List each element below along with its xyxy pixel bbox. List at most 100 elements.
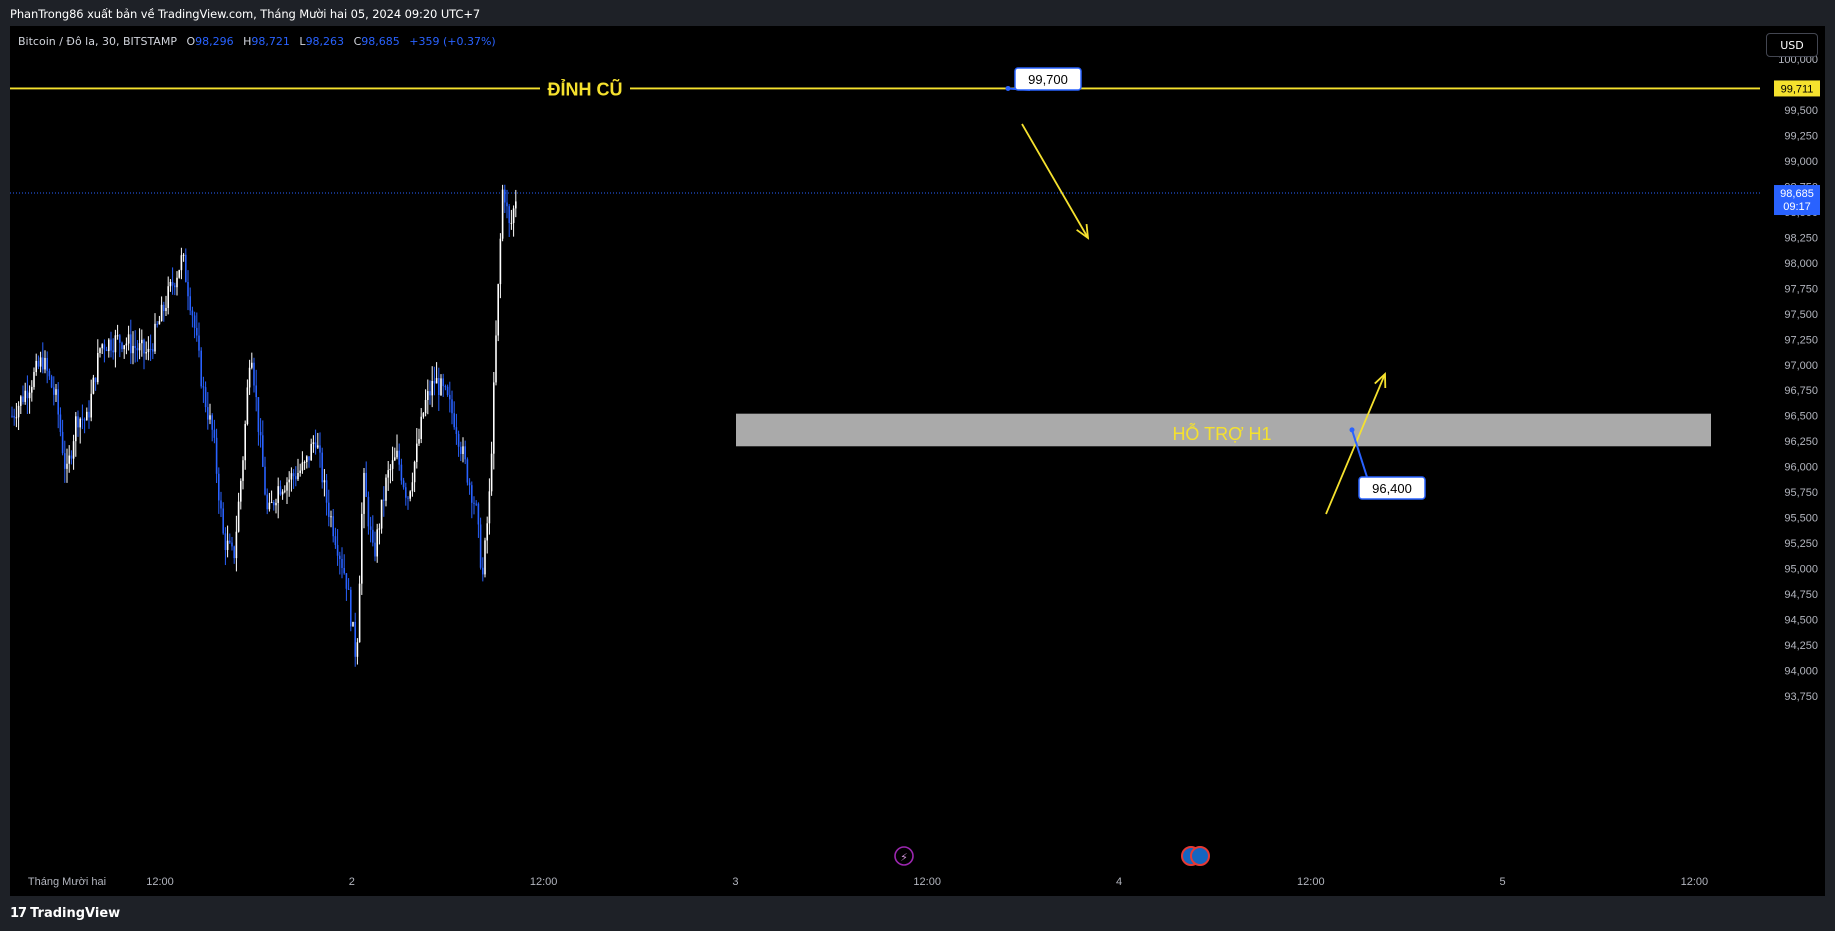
- candle-body: [185, 254, 187, 283]
- candle: [266, 488, 268, 515]
- candle: [92, 374, 95, 395]
- candle-body: [31, 386, 33, 393]
- candle-body: [264, 466, 266, 495]
- candle: [312, 435, 315, 453]
- price-tick-label: 94,250: [1784, 640, 1818, 652]
- tradingview-logo[interactable]: 𝟭𝟳 TradingView: [10, 903, 120, 925]
- candle: [420, 408, 422, 444]
- candle-body: [270, 502, 273, 504]
- price-tick-label: 94,750: [1784, 589, 1818, 601]
- candle-body: [266, 494, 268, 510]
- candle: [108, 338, 110, 358]
- candle: [416, 428, 418, 469]
- us-flag-icon[interactable]: [1190, 846, 1210, 866]
- candle-body: [224, 533, 227, 551]
- candle: [97, 339, 99, 385]
- current-price-timer: 09:17: [1783, 201, 1811, 213]
- currency-button[interactable]: USD: [1766, 33, 1818, 57]
- candle-body: [466, 459, 469, 483]
- candle: [215, 428, 218, 484]
- candle: [449, 381, 451, 413]
- price-tick-label: 93,750: [1784, 691, 1818, 703]
- candle: [400, 458, 403, 485]
- candle-body: [387, 470, 389, 478]
- lightning-icon[interactable]: [894, 846, 914, 866]
- support-callout-box[interactable]: [1358, 476, 1426, 500]
- candle: [277, 477, 279, 519]
- candle: [105, 346, 108, 352]
- symbol-name[interactable]: Bitcoin / Đô la, 30, BITSTAMP: [18, 35, 177, 48]
- candle: [385, 474, 387, 507]
- candle: [26, 375, 29, 415]
- candle-body: [389, 468, 392, 471]
- candle-body: [356, 642, 359, 657]
- candle: [185, 248, 187, 283]
- candle: [224, 527, 227, 566]
- candle: [308, 456, 310, 468]
- time-tick-label: 12:00: [146, 876, 174, 888]
- candle: [163, 301, 165, 322]
- price-tick-label: 96,750: [1784, 385, 1818, 397]
- time-tick-label: 12:00: [530, 876, 558, 888]
- candle-body: [211, 415, 213, 430]
- candle: [374, 531, 376, 562]
- candle-body: [262, 435, 264, 467]
- resistance-callout-box[interactable]: [1014, 67, 1082, 91]
- candle: [39, 351, 42, 373]
- candle-body: [176, 277, 178, 288]
- candle-body: [97, 352, 99, 383]
- candle: [211, 413, 213, 442]
- candle-body: [330, 516, 332, 518]
- candle-body: [255, 385, 257, 398]
- brand-name: TradingView: [30, 906, 121, 921]
- candle: [242, 456, 244, 490]
- candle: [479, 517, 482, 570]
- candle: [361, 502, 363, 595]
- candle: [154, 313, 156, 354]
- candle: [218, 467, 220, 514]
- candle: [462, 437, 464, 463]
- candle-body: [493, 382, 495, 454]
- candle-body: [420, 416, 422, 440]
- candle-body: [193, 315, 196, 328]
- candle: [405, 482, 407, 506]
- candle-body: [433, 380, 436, 384]
- candle: [132, 331, 134, 365]
- candle-body: [297, 472, 299, 480]
- support-zone[interactable]: [736, 413, 1711, 447]
- candle-body: [235, 531, 238, 559]
- candle-body: [400, 464, 403, 481]
- candle-body: [198, 335, 200, 351]
- candle-body: [222, 508, 224, 534]
- candle-body: [167, 286, 169, 308]
- candle: [347, 578, 350, 590]
- candle: [143, 338, 145, 370]
- candle: [257, 397, 260, 446]
- candle-body: [279, 486, 282, 495]
- price-tick-label: 94,500: [1784, 615, 1818, 627]
- candle: [259, 418, 262, 448]
- candle: [42, 342, 44, 374]
- candle: [314, 429, 317, 455]
- resistance-price-tag-text: 99,711: [1781, 83, 1814, 95]
- candle-body: [350, 589, 352, 627]
- candle-body: [484, 540, 486, 575]
- candle-body: [281, 491, 284, 495]
- candle-body: [127, 334, 130, 344]
- candle: [398, 443, 400, 471]
- price-tick-label: 98,000: [1784, 258, 1818, 270]
- candle: [391, 446, 394, 482]
- candle: [187, 270, 189, 311]
- candle-body: [328, 502, 330, 517]
- candle-body: [125, 343, 128, 346]
- candle-body: [431, 380, 433, 396]
- candle-body: [39, 357, 42, 367]
- candle: [77, 410, 79, 437]
- candle: [229, 533, 231, 544]
- candle-body: [332, 516, 334, 537]
- candle: [231, 536, 233, 551]
- candle: [433, 366, 436, 396]
- time-tick-label: 12:00: [913, 876, 941, 888]
